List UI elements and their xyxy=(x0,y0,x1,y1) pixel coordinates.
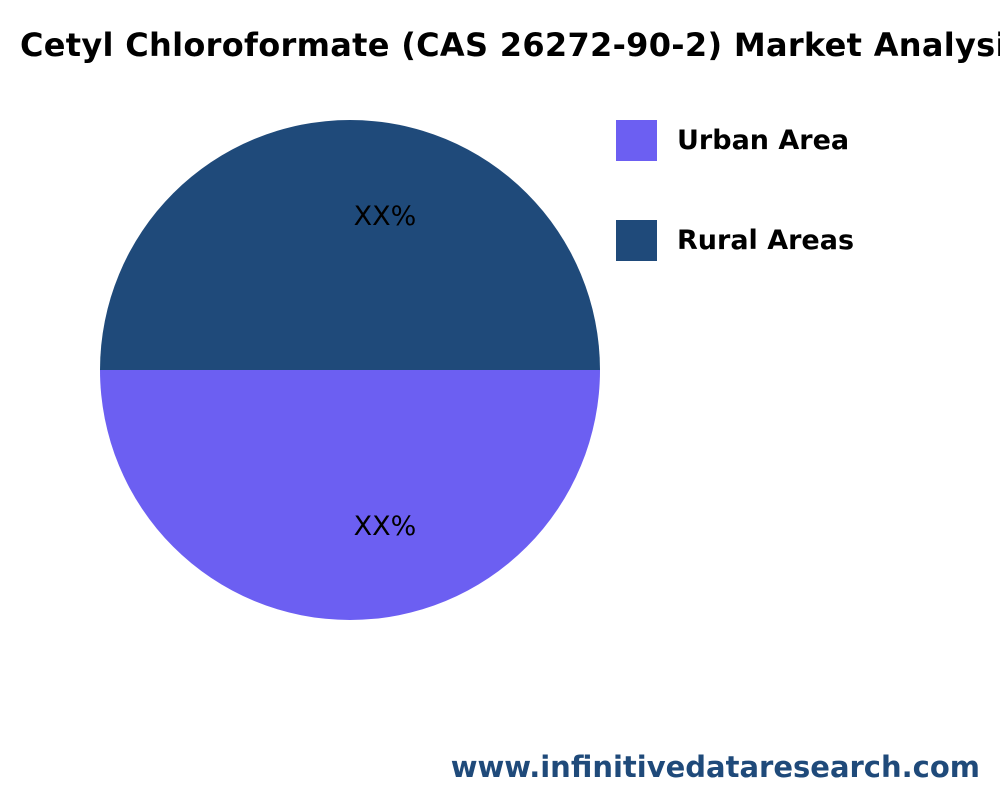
legend-swatch xyxy=(616,220,657,261)
chart-title: Cetyl Chloroformate (CAS 26272-90-2) Mar… xyxy=(20,26,1000,64)
slice-data-label: XX% xyxy=(354,511,417,542)
slice-data-label: XX% xyxy=(354,201,417,232)
pie-slice-rural-areas xyxy=(100,120,600,370)
pie-slice-urban-area xyxy=(100,370,600,620)
legend-swatch xyxy=(616,120,657,161)
legend-label: Urban Area xyxy=(677,125,850,156)
legend-item-rural: Rural Areas xyxy=(616,220,854,261)
legend-item-urban: Urban Area xyxy=(616,120,849,161)
legend-label: Rural Areas xyxy=(677,225,855,256)
watermark-url: www.infinitivedataresearch.com xyxy=(450,750,980,784)
